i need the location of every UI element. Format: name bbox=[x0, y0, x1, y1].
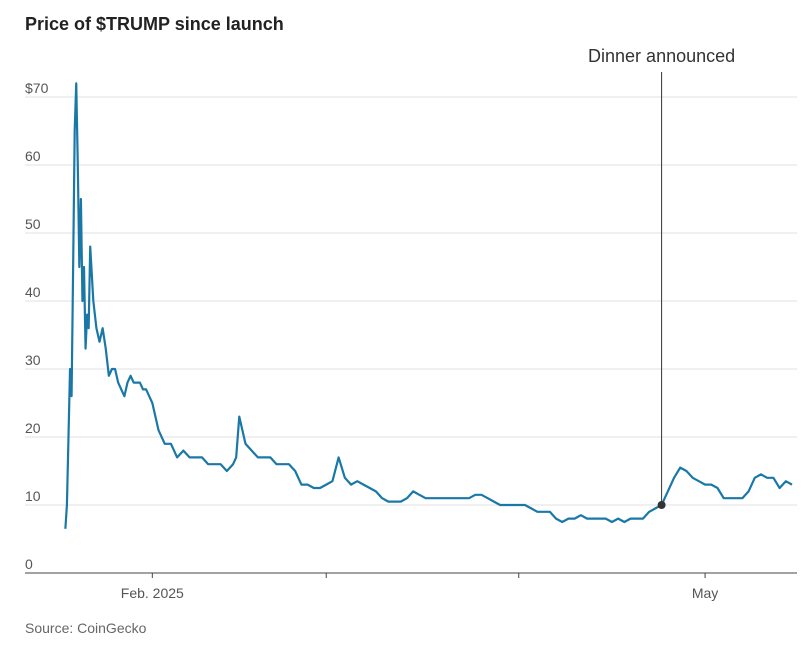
annotation-dot bbox=[657, 501, 666, 509]
annotation-label: Dinner announced bbox=[588, 46, 735, 66]
y-tick-label: 20 bbox=[25, 420, 41, 436]
y-tick-label: 10 bbox=[25, 488, 41, 504]
y-tick-label: 40 bbox=[25, 284, 41, 300]
x-tick-label: Feb. 2025 bbox=[121, 585, 184, 601]
y-tick-label: 0 bbox=[25, 556, 33, 572]
y-tick-label: 60 bbox=[25, 148, 41, 164]
chart-title: Price of $TRUMP since launch bbox=[25, 14, 284, 34]
y-tick-label: 30 bbox=[25, 352, 41, 368]
x-tick-label: May bbox=[692, 585, 718, 601]
y-tick-label: 50 bbox=[25, 216, 41, 232]
source: Source: CoinGecko bbox=[25, 620, 147, 636]
y-tick-label: $70 bbox=[25, 80, 49, 96]
price-line bbox=[64, 82, 793, 529]
